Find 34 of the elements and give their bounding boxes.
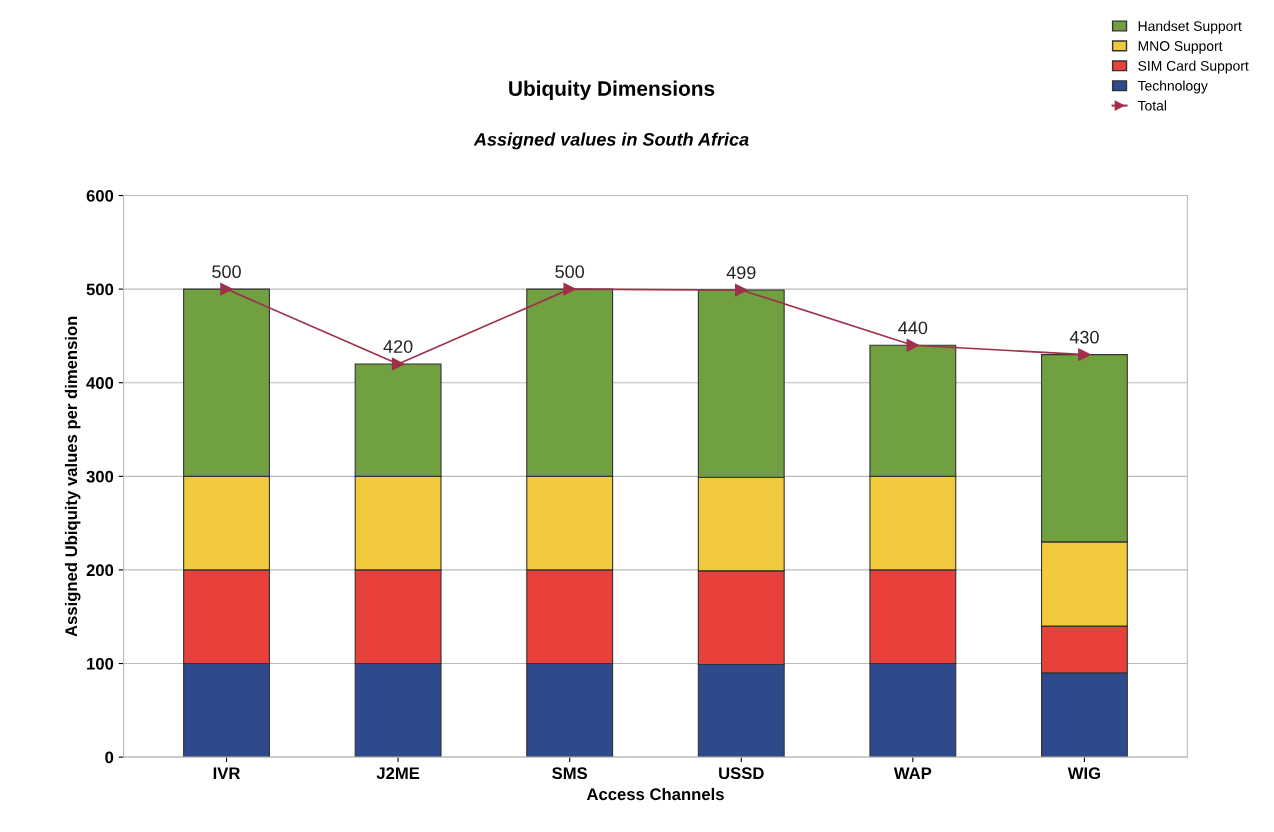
legend-label: Technology xyxy=(1137,80,1208,94)
y-tick-label: 200 xyxy=(86,564,114,577)
y-tick-label: 600 xyxy=(86,189,114,202)
data-label: 440 xyxy=(898,321,928,335)
y-tick-label: 500 xyxy=(86,283,114,296)
legend-label: MNO Support xyxy=(1138,41,1223,54)
x-tick-label: SMS xyxy=(552,767,588,780)
x-tick-label: WIG xyxy=(1067,767,1101,780)
y-tick-label: 400 xyxy=(86,377,114,389)
x-tick-label: IVR xyxy=(213,767,241,779)
point xyxy=(735,283,748,297)
legend-label: Total xyxy=(1137,100,1167,111)
data-label: 500 xyxy=(555,265,585,279)
data-label: 420 xyxy=(383,340,413,353)
y-axis-title: Assigned Ubiquity values per dimension xyxy=(64,316,81,637)
x-axis-title: Access Channels xyxy=(586,787,724,801)
x-tick-label: J2ME xyxy=(376,767,420,780)
legend-label: SIM Card Support xyxy=(1138,60,1249,74)
x-tick-label: WAP xyxy=(893,767,932,779)
y-tick-label: 300 xyxy=(86,470,114,483)
chart-subtitle: Assigned values in South Africa xyxy=(473,132,749,150)
chart-title: Ubiquity Dimensions xyxy=(509,80,715,100)
legend-label: Handset Support xyxy=(1138,20,1242,34)
y-tick-label: 0 xyxy=(105,751,114,764)
data-label: 430 xyxy=(1069,330,1099,344)
data-label: 499 xyxy=(726,266,756,279)
y-tick-label: 100 xyxy=(87,657,114,670)
x-tick-label: USSD xyxy=(719,767,764,780)
point xyxy=(1078,348,1091,361)
data-label: 500 xyxy=(212,265,241,279)
point xyxy=(563,282,576,296)
point xyxy=(391,357,405,371)
point xyxy=(220,282,233,296)
point xyxy=(906,339,920,352)
